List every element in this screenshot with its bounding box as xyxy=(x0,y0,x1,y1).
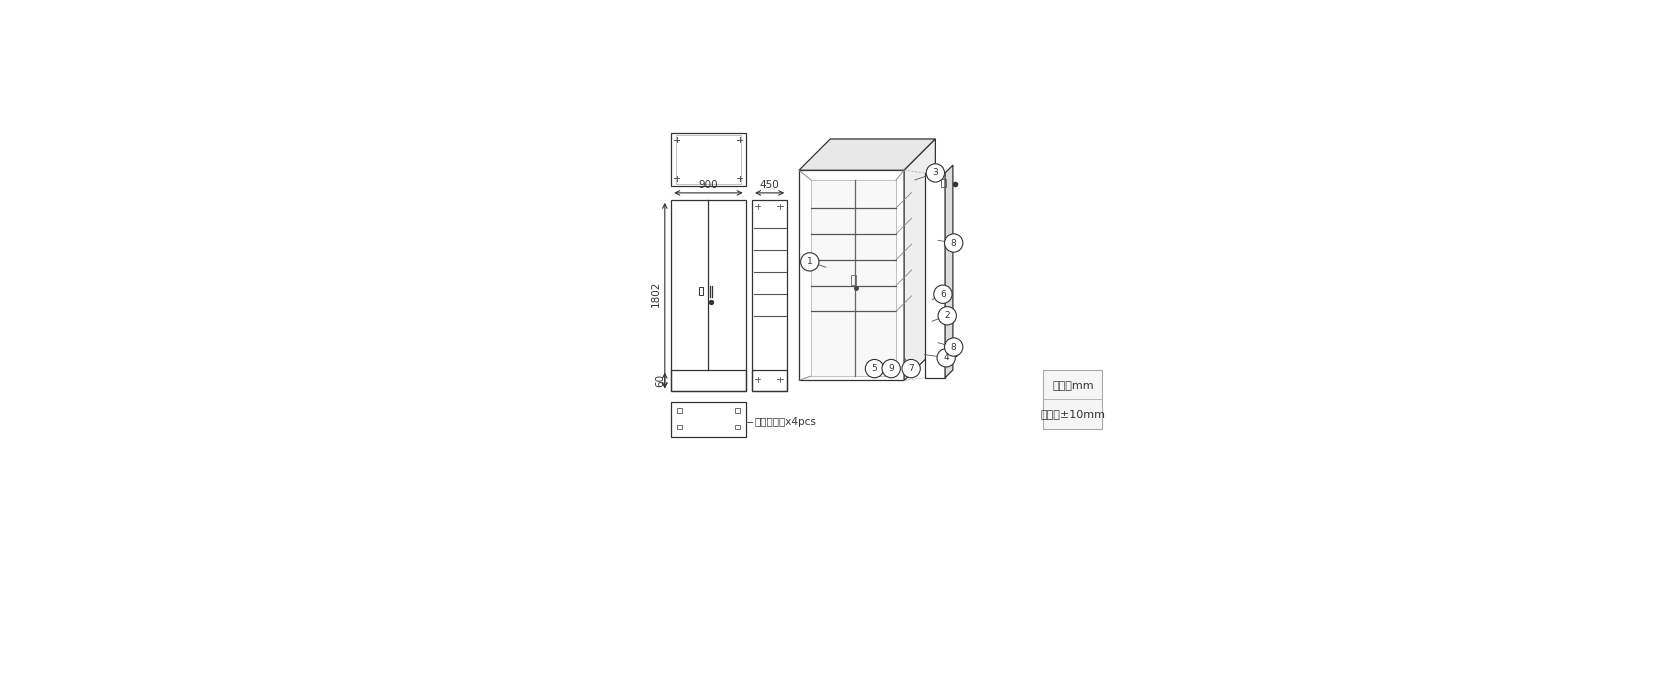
Polygon shape xyxy=(800,139,936,170)
Text: 公差：±10mm: 公差：±10mm xyxy=(1040,409,1105,419)
Bar xyxy=(672,132,746,186)
Text: 5: 5 xyxy=(872,364,877,373)
Circle shape xyxy=(865,359,884,378)
Circle shape xyxy=(937,349,956,367)
Bar xyxy=(941,349,946,357)
Bar xyxy=(850,275,857,285)
Bar xyxy=(675,135,741,184)
Text: 2: 2 xyxy=(944,312,951,321)
Bar xyxy=(753,370,788,391)
Circle shape xyxy=(801,253,818,271)
Polygon shape xyxy=(924,173,946,378)
Bar xyxy=(672,402,746,437)
Bar xyxy=(734,425,741,429)
Polygon shape xyxy=(946,165,953,378)
Circle shape xyxy=(944,338,963,356)
Text: 1802: 1802 xyxy=(652,281,662,307)
Bar xyxy=(677,425,682,429)
Text: 1: 1 xyxy=(806,258,813,267)
Text: 3: 3 xyxy=(932,169,937,177)
Text: 地板連接盒x4pcs: 地板連接盒x4pcs xyxy=(754,417,816,428)
Text: 8: 8 xyxy=(951,239,956,248)
Text: 60: 60 xyxy=(655,374,665,387)
Bar xyxy=(672,200,746,391)
Bar xyxy=(941,179,946,188)
Polygon shape xyxy=(800,170,904,381)
Bar xyxy=(753,200,788,391)
Bar xyxy=(677,409,682,412)
Text: 9: 9 xyxy=(889,364,894,373)
Polygon shape xyxy=(904,139,936,381)
Bar xyxy=(1043,370,1102,429)
Text: 900: 900 xyxy=(699,180,719,190)
Text: 450: 450 xyxy=(759,180,780,190)
Circle shape xyxy=(944,234,963,252)
Circle shape xyxy=(902,359,921,378)
Bar xyxy=(699,287,702,295)
Text: 6: 6 xyxy=(941,290,946,299)
Text: 單位：mm: 單位：mm xyxy=(1052,382,1094,391)
Circle shape xyxy=(934,285,953,303)
Bar xyxy=(734,409,741,412)
Circle shape xyxy=(882,359,900,378)
Bar xyxy=(672,370,746,391)
Text: 8: 8 xyxy=(951,342,956,351)
Text: 7: 7 xyxy=(909,364,914,373)
Polygon shape xyxy=(811,180,895,376)
Text: 4: 4 xyxy=(944,354,949,363)
Circle shape xyxy=(926,164,944,182)
Circle shape xyxy=(937,307,956,325)
